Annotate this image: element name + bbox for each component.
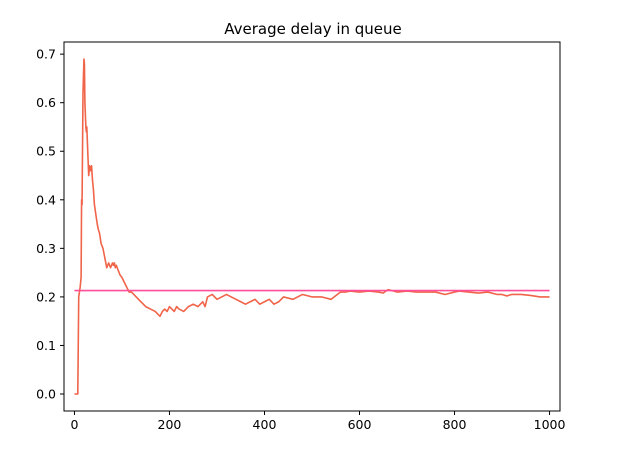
x-tick-label: 200: [158, 417, 182, 432]
y-tick-label: 0.2: [36, 289, 56, 304]
y-tick-label: 0.6: [36, 95, 56, 110]
y-tick-label: 0.1: [36, 338, 56, 353]
x-tick-label: 600: [348, 417, 372, 432]
y-tick-label: 0.4: [36, 192, 56, 207]
plot-area: [74, 58, 550, 395]
x-tick-label: 800: [443, 417, 467, 432]
x-tick-label: 1000: [534, 417, 566, 432]
y-axis: 0.0 0.1 0.2 0.3 0.4 0.5 0.6 0.7: [36, 47, 64, 402]
series-line-1: [74, 58, 550, 395]
y-tick-label: 0.0: [36, 387, 56, 402]
y-tick-label: 0.7: [36, 47, 56, 62]
x-axis: 0 200 400 600 800 1000: [70, 411, 566, 432]
y-tick-label: 0.5: [36, 144, 56, 159]
y-tick-label: 0.3: [36, 241, 56, 256]
chart-title: Average delay in queue: [224, 20, 402, 38]
x-tick-label: 0: [70, 417, 78, 432]
axes-frame: [63, 41, 561, 412]
x-tick-label: 400: [253, 417, 277, 432]
